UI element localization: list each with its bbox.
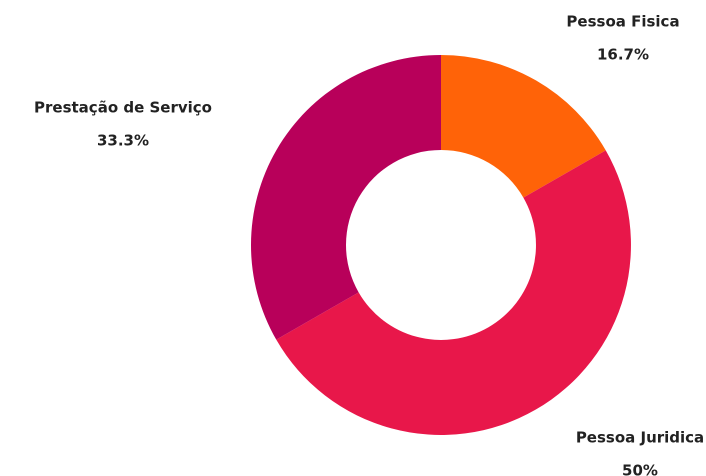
slice-label: Pessoa Juridica	[576, 429, 704, 447]
slice-label: Pessoa Fisica	[566, 13, 679, 31]
slice	[276, 150, 631, 435]
slice-value-label: 16.7%	[597, 46, 649, 64]
slice	[441, 55, 606, 198]
slice-value-label: 50%	[622, 462, 658, 476]
slice	[250, 55, 441, 340]
slice-label: Prestação de Serviço	[34, 99, 212, 117]
slice-value-label: 33.3%	[97, 132, 149, 150]
